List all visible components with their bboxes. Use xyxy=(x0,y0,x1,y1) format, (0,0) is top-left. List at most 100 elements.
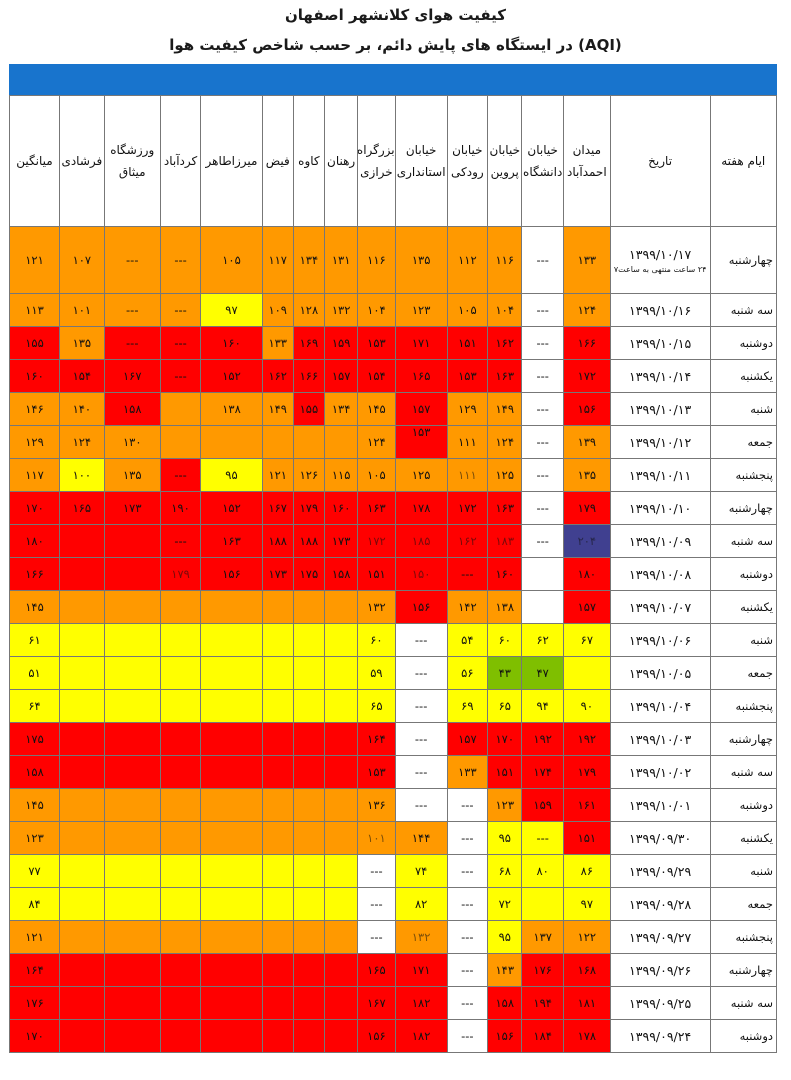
date-cell: ۱۳۹۹/۱۰/۰۳ xyxy=(609,722,711,756)
table-row: پنجشنبه ۱۳۹۹/۱۰/۱۱ ۱۳۵ --- ۱۲۵ ۱۱۱ ۱۲۵ ۱۰۵ ۱۱۵ ۱۲… xyxy=(9,458,777,492)
weekday-cell: شنبه xyxy=(709,392,777,426)
aqi-cell: ۱۵۱ xyxy=(487,755,523,789)
aqi-value: --- xyxy=(370,897,383,911)
date-value: ۱۳۹۹/۱۰/۱۵ xyxy=(629,335,692,351)
aqi-cell: ۱۶۶ xyxy=(292,359,325,393)
aqi-value: ۱۲۳ xyxy=(495,798,515,812)
aqi-value: --- xyxy=(174,303,187,317)
weekday-cell: سه شنبه xyxy=(709,524,777,558)
aqi-cell: ۱۲۶ xyxy=(292,458,325,492)
aqi-value: ۱۶۵ xyxy=(411,369,431,383)
aqi-cell xyxy=(103,854,161,888)
aqi-cell: ۱۵۶ xyxy=(200,557,263,591)
aqi-value: ۱۳۵ xyxy=(72,336,92,350)
aqi-value: ۱۴۵ xyxy=(25,798,44,812)
aqi-cell xyxy=(292,953,325,987)
aqi-value: ۱۲۲ xyxy=(577,930,597,944)
table-row: سه شنبه ۱۳۹۹/۱۰/۱۶ ۱۲۴ --- ۱۰۴ ۱۰۵ ۱۲۳ ۱۰۴ ۱۳۲ ۱۲… xyxy=(9,293,777,327)
date-cell: ۱۳۹۹/۰۹/۲۵ xyxy=(609,986,711,1020)
aqi-cell: ۱۵۶ xyxy=(394,590,448,624)
aqi-value: ۱۷۹ xyxy=(171,567,190,581)
aqi-value: ۱۶۰ xyxy=(222,336,241,350)
aqi-value: ۱۳۳ xyxy=(458,765,477,779)
weekday-cell: دوشنبه xyxy=(709,326,777,360)
aqi-cell: ۶۰ xyxy=(487,623,523,657)
date-value: ۱۳۹۹/۰۹/۲۷ xyxy=(629,929,692,945)
aqi-value: ۱۴۹ xyxy=(268,402,287,416)
aqi-cell xyxy=(159,656,202,690)
aqi-value: ۱۸۰ xyxy=(25,534,44,548)
aqi-cell: ۵۱ xyxy=(9,656,60,690)
aqi-value: ۱۲۶ xyxy=(299,468,319,482)
aqi-cell: ۴۳ xyxy=(487,656,523,690)
aqi-cell: ۱۱۲ xyxy=(446,226,489,294)
aqi-cell: ۱۳۴ xyxy=(323,392,359,426)
aqi-cell xyxy=(261,920,294,954)
aqi-value: ۱۶۲ xyxy=(458,534,477,548)
aqi-value: --- xyxy=(536,501,549,515)
aqi-cell: ۱۷۳ xyxy=(103,491,161,525)
aqi-cell: ۱۵۳ xyxy=(394,425,448,459)
date-cell: ۱۳۹۹/۱۰/۱۴ xyxy=(609,359,711,393)
aqi-value: ۱۳۵ xyxy=(411,253,431,267)
aqi-cell xyxy=(159,821,202,855)
aqi-cell xyxy=(200,590,263,624)
aqi-value: --- xyxy=(370,864,383,878)
aqi-cell xyxy=(159,755,202,789)
aqi-value: ۱۳۲ xyxy=(331,303,351,317)
aqi-cell: ۱۵۲ xyxy=(200,491,263,525)
aqi-value: ۱۷۲ xyxy=(577,369,597,383)
aqi-value: ۱۶۲ xyxy=(268,369,287,383)
aqi-cell xyxy=(159,623,202,657)
col-header-roudaki: خیابان رودکی xyxy=(446,95,489,227)
aqi-value: --- xyxy=(536,369,549,383)
aqi-cell: ۱۵۵ xyxy=(9,326,60,360)
aqi-value: ۹۵ xyxy=(498,831,511,845)
aqi-cell xyxy=(159,986,202,1020)
aqi-value: ۱۸۱ xyxy=(577,996,597,1010)
aqi-cell: ۱۰۹ xyxy=(261,293,294,327)
aqi-cell: ۱۲۵ xyxy=(487,458,523,492)
aqi-cell: --- xyxy=(446,821,489,855)
aqi-value: ۵۹ xyxy=(370,666,383,680)
aqi-cell xyxy=(200,953,263,987)
aqi-cell: --- xyxy=(159,293,202,327)
weekday-cell: دوشنبه xyxy=(709,1019,777,1053)
date-value: ۱۳۹۹/۱۰/۱۲ xyxy=(629,434,692,450)
aqi-value: ۱۱۷ xyxy=(25,468,44,482)
aqi-cell xyxy=(292,689,325,723)
aqi-cell: ۱۶۵ xyxy=(394,359,448,393)
aqi-cell: ۱۲۲ xyxy=(562,920,611,954)
date-cell: ۱۳۹۹/۱۰/۰۸ xyxy=(609,557,711,591)
aqi-value: ۱۷۴ xyxy=(533,765,552,779)
aqi-cell: --- xyxy=(394,788,448,822)
aqi-cell xyxy=(323,656,359,690)
aqi-cell xyxy=(200,788,263,822)
aqi-cell: --- xyxy=(446,1019,489,1053)
aqi-cell xyxy=(159,887,202,921)
aqi-cell: ۱۳۹ xyxy=(562,425,611,459)
aqi-cell xyxy=(323,887,359,921)
table-row: جمعه ۱۳۹۹/۱۰/۱۲ ۱۳۹ --- ۱۲۴ ۱۱۱ ۱۵۳ ۱۲۴ ۱۳۰ ۱۲۴ ۱۲… xyxy=(9,425,777,459)
aqi-cell xyxy=(103,887,161,921)
aqi-value: ۱۰۱ xyxy=(367,831,386,845)
aqi-value: ۱۵۸ xyxy=(25,765,44,779)
aqi-value: ۱۳۶ xyxy=(367,798,386,812)
aqi-cell: ۱۵۳ xyxy=(357,326,396,360)
aqi-cell: ۱۶۶ xyxy=(9,557,60,591)
aqi-value: ۱۳۵ xyxy=(122,468,142,482)
aqi-value: ۱۲۸ xyxy=(299,303,319,317)
aqi-value: --- xyxy=(536,336,549,350)
aqi-cell: ۱۶۷ xyxy=(261,491,294,525)
col-header-date: تاریخ xyxy=(609,95,711,227)
aqi-cell: ۱۷۲ xyxy=(357,524,396,558)
aqi-cell: ۱۳۷ xyxy=(521,920,564,954)
aqi-cell xyxy=(103,557,161,591)
aqi-value: --- xyxy=(461,963,474,977)
aqi-cell: --- xyxy=(159,359,202,393)
table-row: دوشنبه ۱۳۹۹/۰۹/۲۴ ۱۷۸ ۱۸۴ ۱۵۶ --- ۱۸۲ ۱۵۶ ۱۷۰ xyxy=(9,1019,777,1053)
col-header-weekday: ایام هفته xyxy=(709,95,777,227)
aqi-value: ۱۴۰ xyxy=(72,402,92,416)
aqi-cell xyxy=(103,656,161,690)
aqi-value: ۱۱۱ xyxy=(458,435,477,449)
